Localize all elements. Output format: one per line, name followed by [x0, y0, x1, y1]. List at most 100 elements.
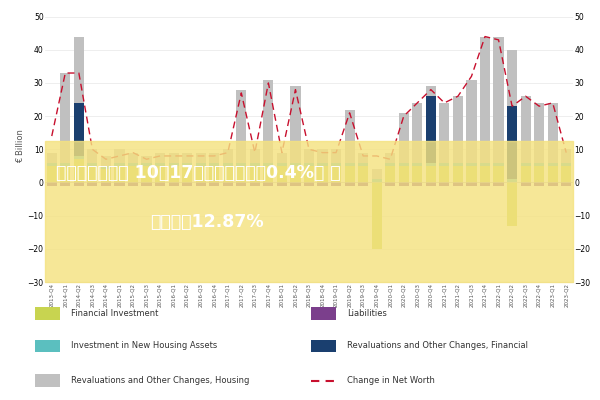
Bar: [453, 166, 463, 182]
Bar: [507, 50, 517, 106]
Text: Financial Investment: Financial Investment: [71, 309, 158, 318]
Bar: [453, 96, 463, 162]
Text: 股票什么是杠杆 10月17日楚江转偐下跌0.4%， 转: 股票什么是杠杆 10月17日楚江转偐下跌0.4%， 转: [56, 164, 340, 182]
Bar: [493, 182, 503, 186]
Bar: [521, 162, 530, 166]
Bar: [101, 156, 111, 166]
Bar: [223, 166, 233, 182]
Bar: [412, 182, 422, 186]
Bar: [371, 182, 382, 186]
Bar: [263, 162, 274, 166]
Bar: [561, 162, 571, 166]
Bar: [371, 169, 382, 179]
Bar: [534, 162, 544, 166]
Bar: [60, 182, 70, 186]
Bar: [507, 106, 517, 179]
Bar: [263, 80, 274, 162]
Bar: [47, 153, 57, 162]
Bar: [35, 374, 60, 387]
Bar: [236, 90, 247, 162]
Bar: [182, 166, 192, 182]
Bar: [385, 166, 395, 182]
Bar: [196, 153, 206, 162]
Bar: [331, 149, 341, 162]
Bar: [548, 103, 558, 162]
Bar: [385, 153, 395, 162]
Bar: [35, 307, 60, 320]
Bar: [466, 80, 476, 162]
Text: Revaluations and Other Changes, Housing: Revaluations and Other Changes, Housing: [71, 376, 249, 385]
Text: Liabilities: Liabilities: [347, 309, 387, 318]
Bar: [223, 162, 233, 166]
Bar: [426, 96, 436, 162]
Bar: [480, 162, 490, 166]
Bar: [182, 153, 192, 162]
Bar: [88, 149, 97, 162]
Bar: [128, 162, 138, 166]
Bar: [493, 36, 503, 162]
Bar: [439, 103, 449, 162]
Bar: [317, 149, 328, 162]
Bar: [507, 179, 517, 182]
Bar: [521, 96, 530, 162]
Bar: [60, 166, 70, 182]
Text: Change in Net Worth: Change in Net Worth: [347, 376, 435, 385]
Bar: [182, 182, 192, 186]
Bar: [74, 103, 84, 156]
Bar: [466, 182, 476, 186]
Bar: [344, 166, 355, 182]
Bar: [169, 162, 179, 166]
Bar: [142, 156, 152, 162]
Bar: [439, 166, 449, 182]
Bar: [493, 166, 503, 182]
Bar: [439, 182, 449, 186]
Bar: [548, 166, 558, 182]
Bar: [196, 162, 206, 166]
Bar: [155, 162, 165, 166]
Bar: [47, 166, 57, 182]
Bar: [358, 166, 368, 182]
Bar: [521, 182, 530, 186]
Bar: [277, 166, 287, 182]
Bar: [507, 182, 517, 226]
Bar: [74, 156, 84, 159]
Text: Revaluations and Other Changes, Financial: Revaluations and Other Changes, Financia…: [347, 342, 528, 350]
Bar: [155, 153, 165, 162]
Bar: [534, 182, 544, 186]
Bar: [223, 182, 233, 186]
Bar: [142, 162, 152, 166]
Bar: [398, 166, 409, 182]
Bar: [169, 153, 179, 162]
Bar: [426, 166, 436, 182]
Bar: [74, 36, 84, 103]
Bar: [47, 162, 57, 166]
Bar: [60, 162, 70, 166]
Bar: [534, 103, 544, 162]
Bar: [398, 113, 409, 162]
Bar: [250, 149, 260, 162]
Bar: [277, 153, 287, 162]
Bar: [561, 149, 571, 162]
Bar: [507, 182, 517, 186]
Bar: [236, 166, 247, 182]
Bar: [290, 182, 301, 186]
Bar: [115, 162, 125, 166]
Bar: [412, 166, 422, 182]
Bar: [534, 166, 544, 182]
Bar: [548, 182, 558, 186]
Bar: [453, 182, 463, 186]
Bar: [277, 182, 287, 186]
Bar: [412, 103, 422, 162]
Bar: [426, 86, 436, 96]
Bar: [115, 182, 125, 186]
Bar: [304, 149, 314, 162]
Bar: [521, 166, 530, 182]
Bar: [142, 182, 152, 186]
Text: 股溢价率12.87%: 股溢价率12.87%: [151, 213, 264, 231]
Bar: [115, 166, 125, 182]
Bar: [344, 162, 355, 166]
Bar: [128, 166, 138, 182]
Bar: [331, 166, 341, 182]
Bar: [480, 166, 490, 182]
Bar: [155, 182, 165, 186]
